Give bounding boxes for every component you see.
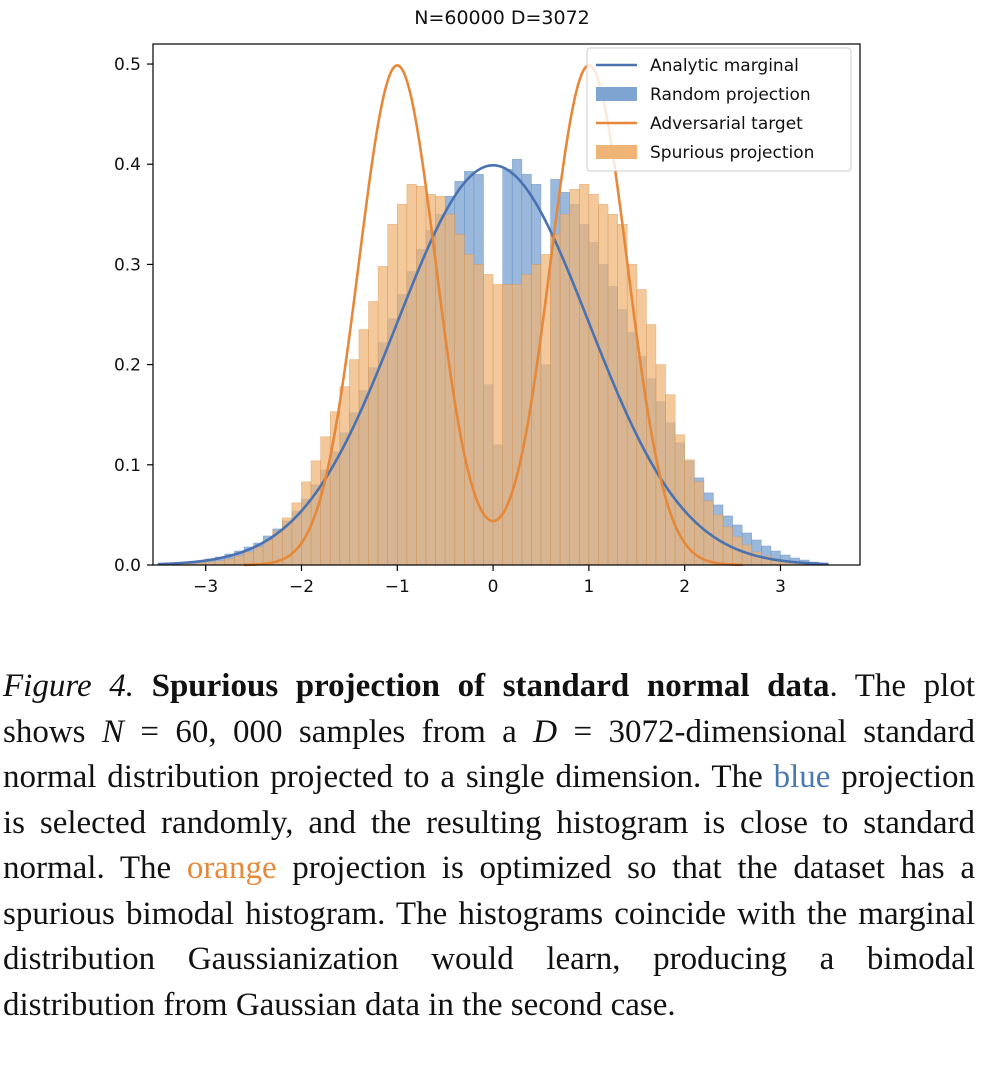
caption-d-value: = 3072 xyxy=(557,713,675,750)
chart-figure: N=60000 D=3072 −3 −2 −1 0 1 2 3 0.0 0.1 0.2 0.3 0.… xyxy=(114,7,861,597)
y-axis: 0.0 0.1 0.2 0.3 0.4 0.5 xyxy=(114,55,153,576)
histogram-bar xyxy=(214,560,226,566)
histogram-bar xyxy=(454,234,465,566)
histogram-bar xyxy=(349,359,360,566)
x-tick-label: −3 xyxy=(193,577,218,597)
histogram-bar xyxy=(435,195,446,566)
histogram-bar xyxy=(579,183,590,566)
adversarial-target-curve xyxy=(243,64,743,567)
caption-title: Spurious projection of standard normal d… xyxy=(151,668,830,704)
histogram-bar xyxy=(243,551,254,566)
legend-box xyxy=(586,47,852,172)
legend-label: Adversarial target xyxy=(650,114,803,134)
histogram-bar xyxy=(569,188,580,566)
legend-label: Spurious projection xyxy=(650,143,814,163)
x-tick-label: 2 xyxy=(679,577,690,597)
y-tick-label: 0.4 xyxy=(114,155,141,175)
x-tick-label: 0 xyxy=(488,577,499,597)
histogram-bar xyxy=(377,266,389,566)
caption-text-2: samples from a xyxy=(282,713,534,750)
caption-text-3: -dimensional standard normal distributio… xyxy=(3,713,975,796)
histogram-bar xyxy=(473,264,484,566)
x-axis: −3 −2 −1 0 1 2 3 xyxy=(193,565,786,597)
histogram-bar xyxy=(387,224,398,566)
y-tick-label: 0.1 xyxy=(114,456,141,476)
chart-title: N=60000 D=3072 xyxy=(414,7,590,29)
histogram-bar xyxy=(224,558,235,566)
x-tick-label: −2 xyxy=(289,577,314,597)
histogram-bar xyxy=(464,254,475,566)
legend: Analytic marginal Random projection Advers… xyxy=(586,47,852,172)
histogram-bar xyxy=(665,394,676,566)
caption-d-variable: D xyxy=(533,713,558,750)
analytic-marginal-curve xyxy=(157,163,829,566)
histogram-bar xyxy=(262,539,274,566)
caption-blue-word: blue xyxy=(773,759,831,795)
x-tick-label: −1 xyxy=(385,577,410,597)
histogram-bar xyxy=(531,264,542,566)
caption-n-value: = 60, 000 xyxy=(123,713,283,750)
y-tick-label: 0.0 xyxy=(114,556,141,576)
legend-label: Analytic marginal xyxy=(650,56,799,76)
caption-text-1: . The plot shows xyxy=(3,668,976,750)
histogram-bar xyxy=(339,386,350,566)
legend-label: Random projection xyxy=(650,85,811,105)
figure-caption: Figure 4. Spurious projection of standar… xyxy=(3,664,975,1028)
legend-patch-swatch xyxy=(596,87,637,101)
histogram-bar xyxy=(406,183,417,566)
histogram-bar xyxy=(598,204,609,566)
y-tick-label: 0.5 xyxy=(114,55,141,75)
histogram-bar xyxy=(396,204,408,566)
x-tick-label: 3 xyxy=(775,577,786,597)
caption-text-5: projection is optimized so that the data… xyxy=(3,850,975,1023)
caption-text-4: projection is selected randomly, and the… xyxy=(3,759,975,886)
histogram-bar xyxy=(511,284,523,566)
curves xyxy=(157,64,829,567)
caption-orange-word: orange xyxy=(186,850,277,886)
y-tick-label: 0.2 xyxy=(114,356,141,376)
histogram-bar xyxy=(588,193,599,566)
histogram-bar xyxy=(253,546,264,566)
histogram-bar xyxy=(416,185,427,566)
legend-patch-swatch xyxy=(596,145,637,159)
histogram-bar xyxy=(301,481,312,566)
caption-n-variable: N xyxy=(101,713,124,750)
plot-frame xyxy=(152,43,861,566)
x-tick-label: 1 xyxy=(583,577,594,597)
histogram-bar xyxy=(320,436,331,566)
histogram-bar xyxy=(502,284,513,566)
histogram-chart: N=60000 D=3072 −3 −2 −1 0 1 2 3 0.00.10.20.30.… xyxy=(114,7,861,597)
histogram-bar xyxy=(559,214,571,566)
histogram-bar xyxy=(550,234,561,566)
histogram-bar xyxy=(358,329,369,566)
histogram-bar xyxy=(368,301,379,566)
y-tick-label: 0.3 xyxy=(114,255,141,275)
histogram-bar xyxy=(234,555,245,566)
histogram-bar xyxy=(492,284,503,566)
caption-label: Figure 4. xyxy=(3,668,134,704)
histogram-bar xyxy=(636,289,647,566)
histogram-bar xyxy=(521,274,532,566)
